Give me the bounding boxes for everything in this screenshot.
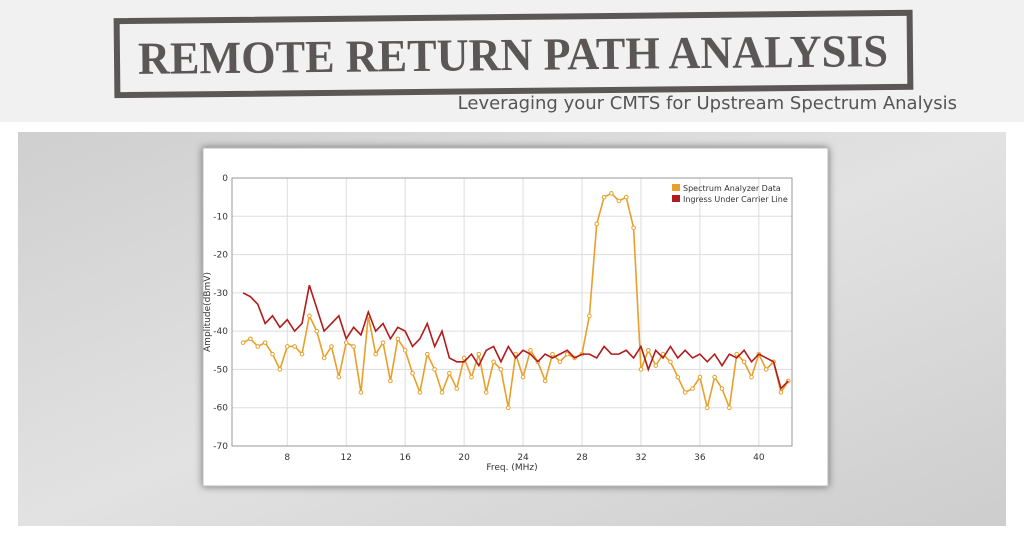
- data-point: [307, 313, 312, 319]
- data-point: [638, 367, 644, 372]
- data-point: [587, 313, 592, 319]
- data-point: [432, 367, 437, 372]
- data-point: [447, 370, 452, 376]
- data-point: [491, 359, 496, 365]
- data-point: [358, 390, 364, 395]
- y-tick-label: -10: [213, 212, 228, 222]
- data-point: [594, 221, 600, 227]
- data-point: [284, 344, 290, 349]
- data-point: [741, 359, 747, 365]
- data-point: [719, 386, 725, 391]
- data-point: [682, 390, 688, 395]
- plot-area: [231, 177, 793, 447]
- legend-swatch: [672, 195, 680, 202]
- data-point: [417, 390, 423, 395]
- stamp: REMOTE RETURN PATH ANALYSIS: [113, 9, 914, 99]
- data-point: [439, 390, 445, 395]
- series-line: [242, 284, 789, 391]
- data-point: [483, 390, 489, 395]
- data-point: [255, 344, 261, 349]
- data-point: [240, 340, 246, 345]
- x-tick-label: 32: [635, 453, 646, 463]
- data-point: [542, 378, 548, 384]
- data-point: [749, 374, 754, 380]
- legend-label: Spectrum Analyzer Data: [683, 184, 781, 193]
- data-point: [380, 340, 386, 345]
- legend-swatch: [672, 184, 680, 191]
- data-point: [454, 386, 460, 391]
- data-point: [461, 355, 467, 361]
- x-tick-label: 40: [753, 453, 765, 463]
- x-tick-label: 36: [694, 453, 706, 463]
- data-point: [410, 370, 415, 376]
- data-point: [336, 374, 342, 380]
- header-subtitle: Leveraging your CMTS for Upstream Spectr…: [458, 93, 957, 114]
- data-point: [690, 386, 695, 391]
- data-point: [631, 225, 636, 231]
- x-tick-label: 28: [576, 453, 588, 463]
- plot-border: [231, 177, 793, 447]
- data-point: [248, 336, 253, 342]
- data-point: [623, 194, 629, 200]
- data-point: [564, 351, 570, 357]
- legend-label: Ingress Under Carrier Line: [683, 195, 788, 204]
- x-tick-label: 16: [399, 453, 411, 463]
- data-point: [388, 378, 393, 384]
- data-point: [299, 351, 305, 357]
- data-point: [616, 198, 622, 204]
- y-tick-label: -70: [213, 442, 228, 452]
- data-point: [351, 344, 356, 349]
- data-point: [675, 374, 681, 380]
- data-point: [520, 374, 526, 380]
- header-title: REMOTE RETURN PATH ANALYSIS: [138, 25, 888, 84]
- data-point: [778, 390, 784, 395]
- data-point: [329, 344, 334, 349]
- data-point: [506, 405, 511, 411]
- data-point: [314, 328, 320, 334]
- data-point: [697, 374, 703, 380]
- data-point: [734, 351, 740, 357]
- data-point: [557, 359, 563, 365]
- y-tick-label: -50: [213, 365, 228, 375]
- data-point: [601, 194, 607, 200]
- x-tick-label: 12: [340, 453, 351, 463]
- data-point: [550, 351, 555, 357]
- x-tick-label: 20: [458, 453, 470, 463]
- data-point: [402, 347, 408, 353]
- y-tick-label: -20: [213, 251, 228, 261]
- y-tick-label: -60: [213, 404, 228, 414]
- data-point: [395, 336, 401, 342]
- data-point: [373, 351, 378, 357]
- data-point: [424, 351, 430, 357]
- data-point: [646, 347, 651, 353]
- x-tick-label: 24: [517, 453, 529, 463]
- y-axis-label: Amplitude(dBmV): [203, 272, 213, 352]
- y-tick-label: 0: [222, 174, 228, 184]
- data-point: [270, 351, 275, 357]
- data-point: [653, 363, 658, 368]
- data-point: [704, 405, 710, 411]
- data-point: [668, 359, 673, 365]
- data-point: [712, 374, 717, 380]
- data-point: [469, 374, 474, 380]
- data-point: [763, 367, 769, 372]
- data-point: [498, 367, 504, 372]
- data-point: [343, 340, 349, 345]
- x-axis-label: Freq. (MHz): [486, 463, 537, 473]
- data-point: [609, 191, 614, 196]
- x-tick-label: 8: [284, 453, 290, 463]
- stamp-border: [113, 9, 914, 99]
- data-point: [321, 355, 327, 361]
- data-point: [528, 347, 533, 353]
- data-point: [476, 351, 482, 357]
- y-tick-label: -40: [213, 327, 228, 337]
- data-point: [277, 367, 283, 372]
- data-point: [727, 405, 732, 411]
- data-point: [262, 340, 268, 345]
- y-tick-label: -30: [213, 289, 228, 299]
- data-point: [292, 344, 297, 349]
- chart: 0 -10 -20 -30 -40 -50 -60 -70 8 12 16 20 24 28 32 36 40 F…: [203, 174, 793, 473]
